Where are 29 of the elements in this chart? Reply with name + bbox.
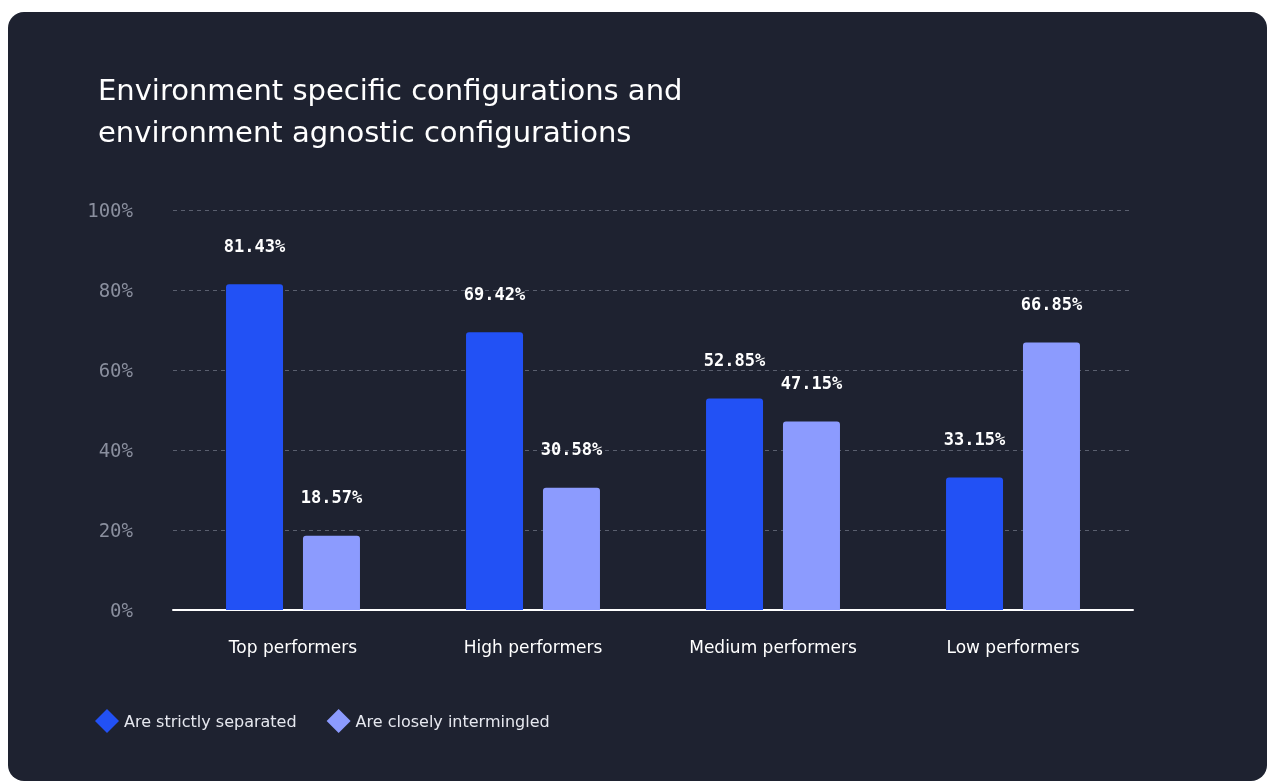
y-tick-label: 0% [110,599,134,621]
data-label: 18.57% [300,487,363,508]
data-label: 47.15% [780,372,843,393]
data-label: 33.15% [943,428,1006,449]
bar [302,535,360,610]
y-tick-label: 60% [98,359,134,381]
data-label: 30.58% [540,439,603,460]
data-label: 66.85% [1020,294,1083,315]
bar [466,332,524,610]
x-tick-label: Low performers [946,636,1080,657]
bar [1022,342,1080,610]
x-tick-label: High performers [463,636,603,657]
chart-title: Environment specific configurations and environment agnostic configurations [98,73,683,149]
y-tick-label: 40% [98,439,134,461]
legend-label: Are closely intermingled [355,711,550,731]
legend-label: Are strictly separated [124,711,297,731]
bar [782,421,840,610]
y-tick-label: 100% [87,199,134,221]
data-label: 69.42% [463,283,526,304]
bar [706,398,764,610]
data-label: 81.43% [223,235,286,256]
x-tick-label: Medium performers [689,636,857,657]
y-tick-label: 80% [98,279,134,301]
x-tick-label: Top performers [227,636,358,657]
bar [542,487,600,610]
y-tick-label: 20% [98,519,134,541]
data-label: 52.85% [703,350,766,371]
bar [226,284,284,610]
bar [946,477,1004,610]
